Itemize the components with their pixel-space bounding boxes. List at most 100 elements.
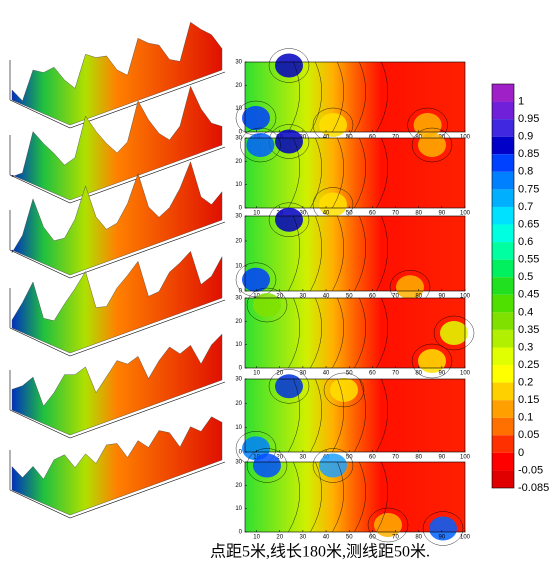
y-tick-label: 20 (235, 239, 242, 245)
y-tick-label: 10 (235, 425, 242, 431)
x-tick-label: 90 (438, 535, 445, 541)
colorbar-label: 0.4 (518, 306, 533, 318)
contour-line (310, 297, 323, 369)
contour-line (288, 378, 301, 453)
colorbar-label: 0.2 (518, 377, 533, 389)
contour-blob (275, 374, 303, 399)
y-tick-label: 10 (235, 106, 242, 112)
y-tick-label: 10 (235, 264, 242, 270)
x-tick-label: 40 (323, 535, 330, 541)
colorbar-label: 0.5 (518, 271, 533, 283)
surface (11, 161, 223, 276)
y-tick-label: 30 (235, 377, 242, 383)
x-tick-label: 100 (460, 135, 471, 141)
x-tick-label: 80 (415, 211, 422, 217)
x-tick-label: 40 (323, 211, 330, 217)
contour-line (422, 511, 464, 546)
contour-blob (253, 293, 281, 317)
colorbar-cell (492, 171, 514, 190)
x-tick-label: 90 (438, 455, 445, 461)
contour-line (332, 378, 345, 453)
colorbar-label: 0.35 (518, 324, 539, 336)
x-tick-label: 40 (323, 371, 330, 377)
y-tick-label: 20 (235, 483, 242, 489)
x-tick-label: 80 (415, 455, 422, 461)
colorbar-label: 1 (518, 95, 524, 107)
x-tick-label: 50 (346, 135, 353, 141)
contour-blob (440, 321, 468, 345)
x-tick-label: 20 (276, 535, 283, 541)
colorbar-cell (492, 347, 514, 366)
surface-axis (9, 327, 71, 357)
colorbar-label: 0 (518, 447, 524, 459)
y-tick-label: 0 (239, 450, 243, 456)
colorbar-cell (492, 294, 514, 313)
x-tick-label: 30 (300, 135, 307, 141)
colorbar-cell (492, 452, 514, 471)
x-tick-label: 100 (460, 211, 471, 217)
panel-frame (244, 137, 466, 209)
colorbar: 1 0.95 0.9 0.85 0.8 0.75 0.7 0.65 0.6 0.55 0.5 0.45… (491, 83, 549, 494)
contour-field (245, 462, 465, 532)
contour-line (376, 378, 389, 453)
colorbar-label: -0.05 (518, 464, 543, 476)
x-tick-label: 10 (253, 211, 260, 217)
colorbar-label: 0.05 (518, 429, 539, 441)
contour-line (354, 461, 367, 533)
x-tick-label: 60 (369, 211, 376, 217)
contour-line (310, 461, 323, 533)
surface-axis (69, 381, 226, 439)
contour-line (310, 215, 323, 292)
x-tick-label: 70 (392, 535, 399, 541)
x-tick-label: 70 (392, 455, 399, 461)
contour-line (288, 137, 301, 209)
contour-line (332, 297, 345, 369)
surface-axis (69, 71, 226, 129)
x-tick-label: 50 (346, 294, 353, 300)
surface (11, 250, 223, 354)
y-tick-label: 20 (235, 159, 242, 165)
x-tick-label: 60 (369, 535, 376, 541)
surface (11, 416, 223, 516)
contour-blob (396, 275, 424, 300)
colorbar-cell (492, 119, 514, 137)
contour-blob (242, 267, 270, 292)
y-tick-label: 10 (235, 506, 242, 512)
colorbar-label: 0.7 (518, 201, 533, 213)
contour-line (332, 61, 345, 133)
surface-axis (69, 146, 226, 204)
x-tick-label: 70 (392, 371, 399, 377)
colorbar-label: 0.65 (518, 218, 539, 230)
colorbar-label: -0.085 (518, 482, 549, 494)
contour-blob (374, 513, 402, 537)
y-tick-label: 30 (235, 214, 242, 220)
y-tick-label: 30 (235, 460, 242, 466)
colorbar-cell (492, 84, 514, 102)
contour-line (376, 137, 389, 209)
contour-line (433, 315, 475, 351)
x-tick-label: 30 (300, 455, 307, 461)
colorbar-cell (492, 259, 514, 278)
contour-line (288, 61, 301, 133)
panel-frame (244, 378, 466, 453)
y-tick-label: 0 (239, 130, 243, 136)
x-tick-label: 80 (415, 535, 422, 541)
y-tick-label: 10 (235, 342, 242, 348)
colorbar-label: 0.95 (518, 113, 539, 125)
colorbar-cell (492, 417, 514, 436)
y-tick-label: 0 (239, 366, 243, 372)
contour-line (332, 461, 345, 533)
colorbar-cell (492, 136, 514, 155)
x-tick-label: 90 (438, 211, 445, 217)
contour-line (310, 137, 323, 209)
colorbar-cell (492, 224, 514, 243)
panel-frame (244, 461, 466, 533)
contour-line (288, 215, 301, 292)
x-tick-label: 40 (323, 294, 330, 300)
contour-line (288, 297, 301, 369)
x-tick-label: 60 (369, 371, 376, 377)
colorbar-label: 0.55 (518, 254, 539, 266)
